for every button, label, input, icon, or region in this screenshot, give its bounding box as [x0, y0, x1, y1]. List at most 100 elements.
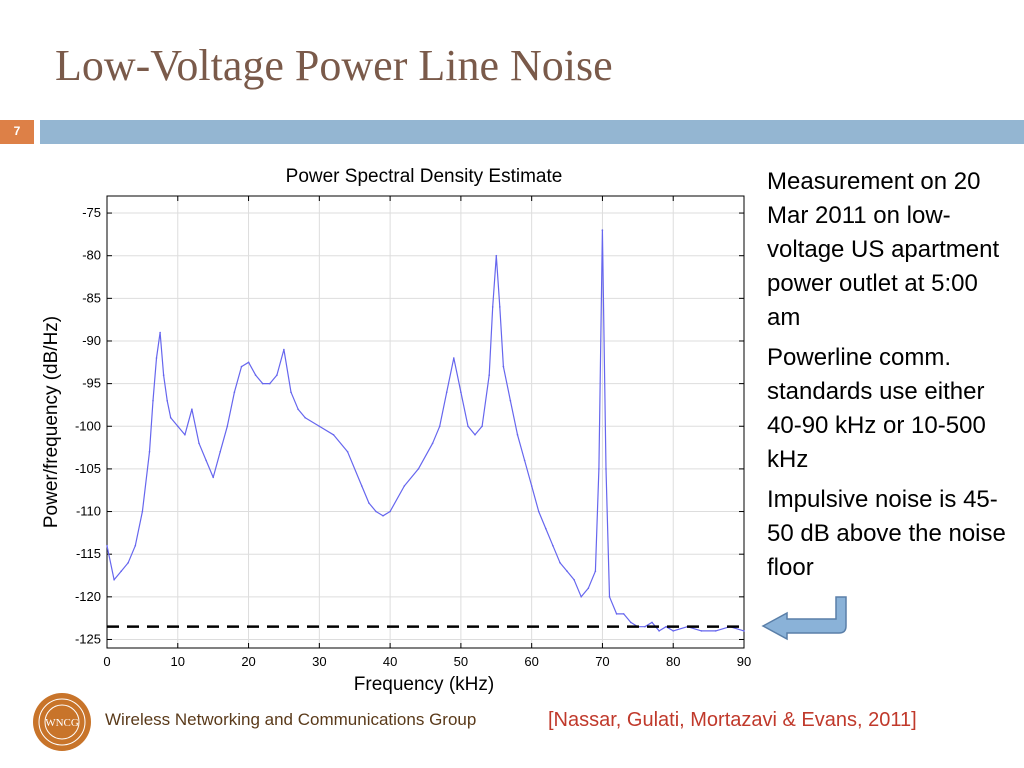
psd-data-point [212, 476, 214, 479]
psd-data-point [177, 425, 179, 428]
psd-data-point [269, 382, 271, 385]
psd-data-point [651, 621, 653, 624]
psd-data-point [403, 485, 406, 487]
psd-data-point [743, 630, 745, 632]
psd-data-point [134, 544, 137, 547]
psd-data-point [368, 502, 370, 504]
psd-data-point [361, 485, 363, 487]
psd-data-point [714, 630, 717, 632]
chart-series [106, 229, 745, 632]
psd-data-point [537, 510, 540, 513]
y-axis-label: Power/frequency (dB/Hz) [41, 316, 62, 528]
y-tick-label: -115 [76, 546, 101, 561]
bullet-item: Measurement on 20 Mar 2011 on low-voltag… [767, 168, 1000, 331]
footer-organization: Wireless Networking and Communications G… [105, 710, 477, 729]
chart-ticks: 0 10 20 30 40 50 60 70 80 90 -75 -80 -85 -90 -95 -100 -1… [75, 196, 751, 669]
x-tick-label: 20 [241, 654, 255, 669]
y-tick-label: -95 [82, 376, 101, 391]
psd-data-point [516, 434, 519, 436]
psd-data-point [127, 561, 129, 564]
psd-data-point [658, 630, 660, 632]
x-tick-label: 90 [737, 654, 751, 669]
x-tick-label: 70 [595, 654, 609, 669]
psd-data-point [481, 425, 483, 428]
psd-data-point [240, 365, 243, 368]
psd-data-point [191, 408, 193, 411]
psd-data-point [184, 434, 186, 436]
bullet-list: Measurement on 20 Mar 2011 on low-voltag… [767, 165, 1017, 591]
psd-data-point [467, 425, 469, 428]
psd-data-point [598, 468, 600, 470]
slide-number: 7 [0, 120, 34, 144]
psd-data-point [417, 468, 420, 470]
psd-data-point [169, 416, 172, 419]
psd-data-point [346, 451, 349, 453]
y-tick-label: -100 [75, 418, 101, 433]
y-tick-label: -125 [75, 631, 101, 646]
x-tick-label: 0 [103, 654, 110, 669]
psd-data-point [198, 442, 200, 445]
psd-data-point [615, 613, 618, 615]
psd-data-point [382, 515, 384, 517]
wncg-logo: WNCG [33, 693, 91, 751]
bullet-item: Powerline comm. standards use either 40-… [767, 344, 986, 473]
psd-data-point [474, 434, 476, 436]
psd-data-point [106, 544, 108, 547]
psd-data-point [530, 485, 533, 487]
psd-data-point [630, 621, 632, 624]
psd-data-point [159, 331, 161, 334]
psd-data-point [601, 229, 604, 231]
psd-data-point [233, 391, 236, 394]
psd-data-point [304, 416, 307, 419]
psd-data-point [509, 399, 512, 402]
psd-data-point [608, 596, 611, 598]
chart-grid [106, 196, 745, 648]
psd-data-point [622, 613, 625, 615]
x-tick-label: 50 [454, 654, 468, 669]
logo-text: WNCG [45, 717, 79, 729]
psd-data-point [205, 459, 207, 462]
slide-title: Low-Voltage Power Line Noise [55, 41, 613, 90]
y-tick-label: -80 [82, 248, 101, 263]
bullet-item: Impulsive noise is 45-50 dB above the no… [767, 486, 1006, 581]
psd-data-point [290, 391, 292, 394]
psd-data-point [166, 399, 168, 402]
psd-data-point [573, 579, 575, 581]
psd-data-point [318, 425, 321, 428]
psd-data-point [665, 625, 667, 628]
psd-data-point [261, 382, 264, 385]
psd-series-line [106, 229, 745, 632]
arrow-icon [761, 596, 847, 641]
psd-data-point [120, 570, 122, 572]
psd-data-point [389, 510, 391, 513]
psd-data-point [162, 374, 165, 376]
psd-data-point [148, 451, 151, 453]
psd-data-point [431, 442, 434, 445]
y-tick-label: -105 [75, 461, 101, 476]
x-tick-label: 60 [524, 654, 538, 669]
psd-data-point [672, 630, 674, 632]
psd-data-point [502, 365, 505, 368]
x-tick-label: 80 [666, 654, 680, 669]
psd-data-point [155, 357, 158, 359]
psd-data-point [552, 544, 554, 547]
psd-data-point [580, 596, 582, 598]
y-tick-label: -75 [82, 205, 101, 220]
psd-data-point [152, 399, 154, 402]
psd-data-point [247, 361, 250, 364]
psd-data-point [438, 425, 441, 428]
psd-data-point [587, 587, 590, 590]
psd-data-point [219, 451, 221, 453]
psd-data-point [113, 579, 115, 581]
psd-data-point [226, 425, 229, 428]
psd-data-point [559, 561, 561, 564]
psd-data-point [460, 391, 462, 394]
x-tick-label: 30 [312, 654, 326, 669]
psd-data-point [495, 254, 498, 257]
psd-data-point [141, 510, 144, 513]
psd-data-point [445, 391, 448, 394]
psd-data-point [491, 306, 494, 308]
y-tick-label: -120 [75, 589, 101, 604]
y-tick-label: -110 [76, 504, 101, 519]
